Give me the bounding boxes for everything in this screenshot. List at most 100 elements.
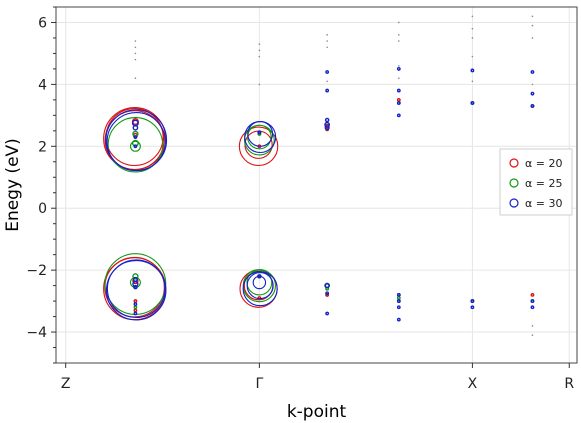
faint-point [471,55,474,58]
x-tick-label: R [564,376,574,392]
data-point [257,274,262,279]
data-point [325,292,330,297]
data-point [396,296,401,300]
data-point [325,88,330,93]
data-point [530,91,535,96]
faint-point [258,83,261,86]
y-tick-label: −2 [26,263,47,279]
data-point [396,305,401,310]
data-point [325,291,330,296]
data-point [133,299,138,303]
data-point [396,67,401,71]
x-tick-label: Γ [255,376,263,392]
axis-ticks: −4 −2 0 2 4 6 Z Γ X R [26,6,574,392]
x-tick-label: Z [61,376,71,392]
faint-point [531,334,534,336]
data-point [133,308,138,313]
y-tick-label: 4 [38,77,47,93]
faint-point [258,49,261,52]
data-point [325,70,330,74]
faint-point [134,77,137,79]
data-point [324,125,330,131]
data-point [132,276,138,282]
data-point [246,272,274,300]
data-point [530,292,535,297]
faint-point [326,40,328,42]
faint-point [326,46,328,49]
data-point [104,110,165,171]
plot-frame [55,6,578,364]
legend-entry: α = 30 [525,197,562,210]
data-point [324,117,330,123]
faint-point [531,325,534,327]
legend-entry: α = 25 [525,177,562,190]
y-axis-label: Enegy (eV) [3,138,23,232]
series-1 [103,97,535,321]
data-marks [103,15,535,336]
data-point [396,88,401,93]
legend: α = 20 α = 25 α = 30 [499,148,573,216]
faint-point [398,21,400,24]
data-point [396,292,401,297]
faint-point [134,40,137,42]
data-point [325,311,330,316]
data-point [133,144,138,149]
data-point [257,130,262,135]
data-point [530,104,535,108]
faint-point [471,80,474,83]
data-point [129,140,141,152]
data-point [530,299,535,303]
faint-point [398,34,400,36]
data-point [257,131,262,136]
legend-marker [509,158,519,168]
data-point [324,121,331,128]
faint-point [326,80,328,83]
faint-point [471,37,474,39]
data-point [131,139,139,147]
series-3 [105,67,535,322]
faint-point [134,58,137,61]
data-point [105,259,167,321]
data-point [106,112,166,172]
x-axis-label: k-point [287,402,347,422]
y-tick-label: 2 [38,139,47,155]
data-point [470,299,475,303]
data-point [133,311,138,316]
data-point [396,113,401,118]
faint-point [531,83,534,86]
faint-point [326,34,328,36]
faint-point [531,24,534,27]
faint-point [398,40,400,42]
faint-point [258,43,261,45]
data-point [106,259,166,319]
faint-point [134,52,137,55]
faint-point [471,27,474,30]
faint-point [258,55,261,58]
data-point [396,101,401,105]
legend-marker [509,178,519,188]
faint-point [471,15,474,18]
data-point [238,126,279,167]
data-point [242,271,278,307]
data-point [396,97,401,102]
data-point [247,124,272,150]
data-point [396,317,401,322]
data-point [133,302,138,307]
y-tick-label: −4 [26,325,47,341]
data-point [470,68,475,73]
data-point [470,101,475,105]
data-point [324,283,330,289]
data-point [133,305,138,310]
faint-point [531,37,534,39]
faint-point [398,65,400,67]
data-point [247,120,274,147]
data-point [530,70,535,74]
legend-marker [509,198,519,208]
data-point [133,284,138,290]
data-point [133,135,138,139]
y-tick-label: 0 [38,201,47,217]
legend-entry: α = 20 [525,157,562,170]
data-point [132,124,139,131]
data-point [470,305,475,310]
